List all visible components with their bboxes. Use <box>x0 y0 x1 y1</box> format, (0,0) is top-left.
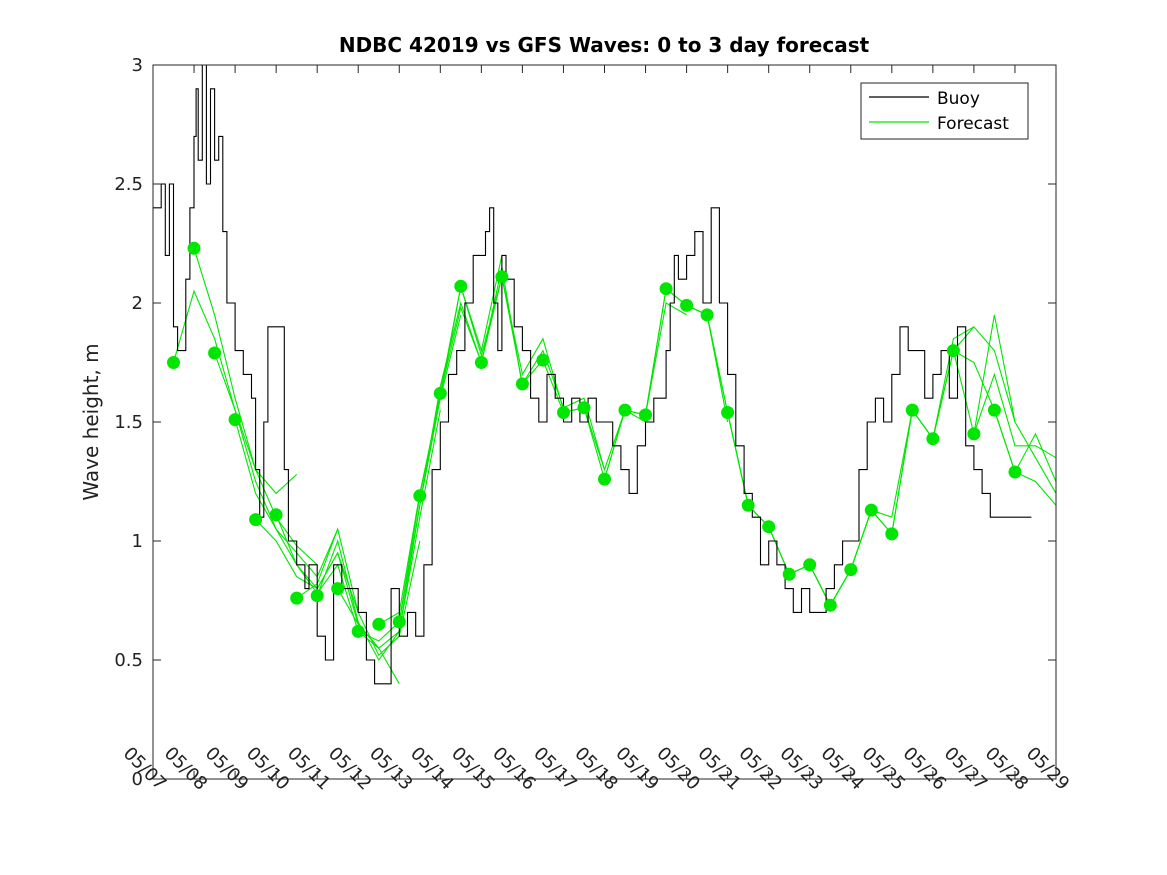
legend: Buoy Forecast <box>860 82 1029 140</box>
forecast-marker-29 <box>762 520 776 534</box>
forecast-marker-19 <box>557 406 570 419</box>
forecast-marker-39 <box>967 427 981 441</box>
forecast-marker-36 <box>905 403 919 417</box>
forecast-marker-12 <box>413 489 427 503</box>
forecast-marker-7 <box>310 589 324 603</box>
forecast-marker-23 <box>639 408 652 422</box>
y-tick-label-6: 3 <box>132 55 143 76</box>
y-tick-label-5: 2.5 <box>114 174 143 195</box>
forecast-marker-0 <box>167 356 180 369</box>
forecast-marker-26 <box>700 308 714 322</box>
forecast-marker-32 <box>823 598 837 612</box>
forecast-marker-4 <box>249 513 263 527</box>
forecast-marker-40 <box>987 403 1001 417</box>
forecast-marker-17 <box>515 377 529 391</box>
forecast-marker-6 <box>290 591 304 605</box>
forecast-run-line-7 <box>316 409 441 662</box>
forecast-marker-21 <box>598 472 611 486</box>
forecast-marker-41 <box>1008 465 1022 479</box>
forecast-marker-11 <box>392 615 406 629</box>
chart-title: NDBC 42019 vs GFS Waves: 0 to 3 day fore… <box>339 33 870 57</box>
y-tick-label-2: 1 <box>132 531 143 552</box>
forecast-marker-38 <box>946 344 960 358</box>
plot-area <box>153 65 1056 685</box>
forecast-marker-16 <box>495 270 509 284</box>
forecast-marker-37 <box>926 432 940 446</box>
forecast-marker-30 <box>782 567 796 581</box>
forecast-marker-28 <box>741 498 755 512</box>
forecast-marker-13 <box>433 386 447 400</box>
forecast-marker-15 <box>474 356 488 369</box>
forecast-marker-2 <box>208 346 222 360</box>
forecast-marker-14 <box>454 279 468 293</box>
forecast-marker-25 <box>680 298 694 312</box>
forecast-marker-24 <box>659 282 673 296</box>
forecast-marker-31 <box>803 558 817 572</box>
buoy-series-line <box>153 65 1032 685</box>
forecast-marker-35 <box>885 527 899 541</box>
forecast-marker-5 <box>269 508 283 522</box>
y-tick-label-0: 0 <box>132 769 143 790</box>
forecast-marker-22 <box>618 403 632 417</box>
forecast-marker-33 <box>844 563 858 577</box>
forecast-run-line-27 <box>993 409 1056 482</box>
legend-label-buoy: Buoy <box>937 89 980 109</box>
forecast-marker-3 <box>228 413 242 427</box>
forecast-marker-18 <box>536 353 550 367</box>
forecast-marker-10 <box>372 617 386 631</box>
y-tick-label-4: 2 <box>132 293 143 314</box>
forecast-marker-9 <box>351 624 365 638</box>
y-tick-label-1: 0.5 <box>114 650 143 671</box>
forecast-marker-27 <box>721 406 735 419</box>
y-axis-label: Wave height, m <box>79 343 103 500</box>
forecast-marker-8 <box>331 582 345 596</box>
y-tick-label-3: 1.5 <box>114 412 143 433</box>
y-axis-ticks: 0 0.5 1 1.5 2 2.5 3 <box>114 55 1056 790</box>
forecast-marker-1 <box>187 241 201 255</box>
forecast-marker-34 <box>864 503 878 517</box>
legend-label-forecast: Forecast <box>937 114 1009 134</box>
legend-box <box>860 82 1029 140</box>
forecast-marker-20 <box>577 401 591 415</box>
